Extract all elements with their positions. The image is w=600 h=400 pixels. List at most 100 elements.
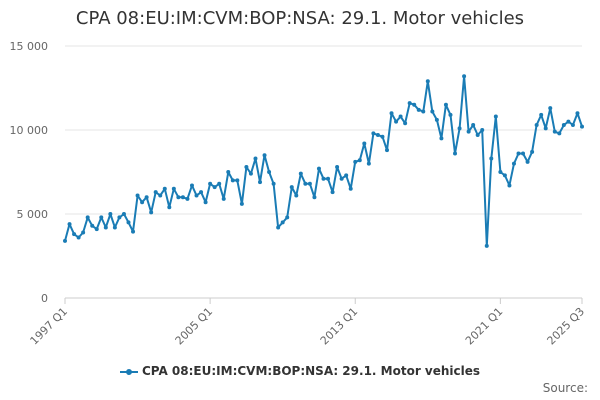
chart-title: CPA 08:EU:IM:CVM:BOP:NSA: 29.1. Motor ve… bbox=[75, 8, 525, 29]
data-point bbox=[149, 210, 154, 215]
x-tick-label: 2005 Q1 bbox=[173, 305, 216, 348]
data-point bbox=[339, 176, 344, 181]
data-point bbox=[366, 161, 371, 166]
data-point bbox=[421, 109, 426, 114]
data-point bbox=[189, 183, 194, 188]
data-point bbox=[307, 181, 312, 186]
data-point bbox=[543, 126, 548, 131]
data-point bbox=[389, 111, 394, 116]
data-point bbox=[230, 178, 235, 183]
data-point bbox=[353, 159, 358, 164]
legend[interactable]: CPA 08:EU:IM:CVM:BOP:NSA: 29.1. Motor ve… bbox=[0, 364, 600, 378]
data-point bbox=[221, 196, 226, 201]
legend-label: CPA 08:EU:IM:CVM:BOP:NSA: 29.1. Motor ve… bbox=[141, 364, 481, 378]
data-point bbox=[276, 225, 281, 230]
y-tick-labels: 0 5 000 10 000 15 000 bbox=[10, 40, 49, 305]
data-point bbox=[453, 151, 458, 156]
data-point bbox=[208, 181, 213, 186]
data-point bbox=[321, 176, 326, 181]
data-point bbox=[566, 119, 571, 124]
data-point bbox=[126, 220, 131, 225]
data-point bbox=[484, 243, 489, 248]
data-point bbox=[199, 190, 204, 195]
data-point bbox=[153, 190, 158, 195]
series-line bbox=[64, 75, 583, 247]
data-point bbox=[466, 129, 471, 134]
data-point bbox=[303, 181, 308, 186]
data-point bbox=[72, 232, 77, 237]
data-point bbox=[294, 193, 299, 198]
data-point bbox=[258, 180, 263, 185]
data-point bbox=[502, 173, 507, 178]
data-point bbox=[344, 173, 349, 178]
data-point bbox=[121, 212, 126, 216]
data-point bbox=[171, 186, 176, 191]
data-point bbox=[330, 190, 335, 195]
data-point bbox=[180, 195, 185, 200]
data-point bbox=[131, 229, 136, 234]
data-point bbox=[507, 183, 512, 188]
data-point bbox=[212, 185, 217, 190]
data-point bbox=[185, 196, 190, 201]
data-point bbox=[443, 102, 448, 107]
data-point bbox=[289, 185, 294, 190]
data-point bbox=[85, 215, 90, 220]
data-point bbox=[285, 215, 290, 220]
data-point bbox=[498, 170, 503, 174]
data-point bbox=[135, 193, 140, 198]
data-point bbox=[530, 149, 535, 154]
data-point bbox=[335, 164, 340, 169]
data-point bbox=[99, 215, 104, 220]
data-point bbox=[312, 195, 317, 200]
data-point bbox=[416, 107, 421, 112]
data-point bbox=[326, 176, 331, 181]
data-point bbox=[108, 212, 113, 216]
data-point bbox=[176, 195, 181, 200]
data-point bbox=[471, 122, 476, 127]
data-point bbox=[144, 195, 149, 200]
x-tick-label: 1997 Q1 bbox=[28, 305, 71, 348]
data-point bbox=[248, 171, 253, 176]
data-point bbox=[226, 170, 231, 174]
series-motor-vehicles[interactable] bbox=[63, 74, 584, 248]
data-point bbox=[557, 131, 562, 136]
data-point bbox=[489, 156, 494, 161]
data-point bbox=[539, 112, 544, 117]
y-tick-label: 15 000 bbox=[10, 40, 49, 53]
data-point bbox=[403, 121, 408, 126]
source-label: Source: bbox=[542, 381, 588, 395]
data-point bbox=[457, 126, 462, 131]
data-point bbox=[525, 159, 530, 164]
data-point bbox=[81, 230, 86, 235]
data-point bbox=[162, 186, 167, 191]
data-point bbox=[412, 102, 417, 107]
data-point bbox=[244, 164, 249, 169]
data-point bbox=[90, 223, 95, 228]
data-point bbox=[394, 119, 399, 124]
data-point bbox=[140, 200, 145, 205]
data-point bbox=[316, 166, 321, 171]
data-point bbox=[511, 161, 516, 166]
x-tick-label: 2025 Q3 bbox=[545, 305, 588, 348]
data-point bbox=[267, 170, 272, 174]
axes bbox=[64, 297, 583, 304]
data-point bbox=[462, 74, 467, 79]
data-point bbox=[552, 129, 557, 134]
data-point bbox=[117, 215, 122, 220]
data-point bbox=[407, 101, 412, 106]
data-point bbox=[112, 225, 117, 230]
data-point bbox=[580, 124, 584, 129]
data-point bbox=[103, 225, 108, 230]
data-point bbox=[262, 153, 267, 158]
data-point bbox=[534, 122, 539, 127]
data-point bbox=[548, 106, 553, 111]
x-tick-labels: 1997 Q1 2005 Q1 2013 Q1 2021 Q1 2025 Q3 bbox=[28, 305, 588, 348]
data-point bbox=[357, 158, 362, 163]
data-point bbox=[380, 134, 385, 139]
data-point bbox=[167, 205, 172, 210]
x-tick-label: 2013 Q1 bbox=[318, 305, 361, 348]
data-point bbox=[67, 222, 72, 227]
data-point bbox=[570, 122, 575, 127]
data-point bbox=[575, 111, 580, 116]
